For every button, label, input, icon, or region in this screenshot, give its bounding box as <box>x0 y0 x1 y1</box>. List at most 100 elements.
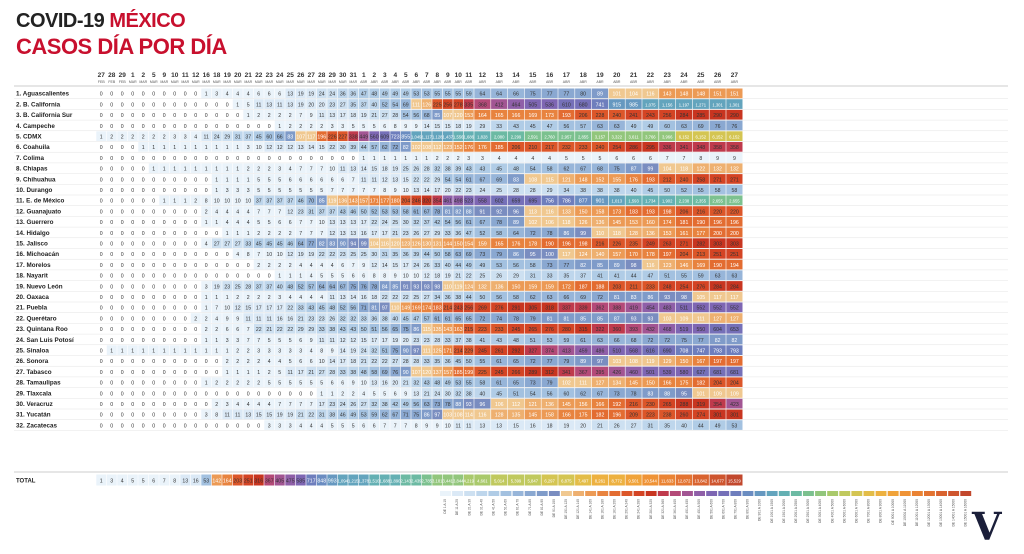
cell-value: 0 <box>184 92 187 98</box>
cell-value: 0 <box>194 263 197 269</box>
heatmap-cell <box>442 88 453 99</box>
cell-value: 240 <box>612 113 621 119</box>
state-label: 20. Oaxaca <box>16 294 49 301</box>
heatmap-cell <box>432 109 443 120</box>
date-month-label: MAR <box>265 80 273 84</box>
cell-value: 0 <box>247 124 250 130</box>
cell-value: 69 <box>382 370 388 376</box>
cell-value: 0 <box>236 274 239 280</box>
heatmap-cell <box>285 259 296 270</box>
heatmap-cell <box>169 163 180 174</box>
cell-value: 119 <box>646 359 654 365</box>
heatmap-cell <box>169 474 180 486</box>
cell-value: 123 <box>401 242 410 248</box>
cell-value: 0 <box>100 231 103 237</box>
cell-value: 1 <box>226 145 229 151</box>
heatmap-cell <box>400 345 411 355</box>
heatmap-cell <box>379 420 390 430</box>
heatmap-cell <box>337 313 348 323</box>
heatmap-cell <box>558 88 575 99</box>
cell-value: 5 <box>247 102 250 108</box>
heatmap-cell <box>692 291 709 302</box>
cell-value: 288 <box>680 402 689 408</box>
cell-value: 0 <box>142 274 145 280</box>
cell-value: 602 <box>495 199 504 205</box>
heatmap-cell <box>591 216 609 227</box>
cell-value: 6 <box>289 220 292 226</box>
cell-value: 62 <box>382 413 388 419</box>
cell-value: 54 <box>445 220 451 226</box>
cell-value: 18 <box>350 359 356 365</box>
legend-label: DE 11 A 20 <box>455 499 459 515</box>
cell-value: 7 <box>666 156 669 162</box>
heatmap-cell <box>243 323 254 334</box>
cell-value: 17 <box>361 220 367 226</box>
cell-value: 19 <box>392 167 398 173</box>
cell-value: 43 <box>340 209 346 215</box>
heatmap-cell <box>232 249 243 259</box>
cell-value: 5 <box>341 274 344 280</box>
cell-value: 4 <box>236 252 239 258</box>
cell-value: 0 <box>184 295 187 301</box>
heatmap-cell <box>659 142 676 152</box>
cell-value: 97 <box>413 349 419 355</box>
heatmap-cell <box>491 249 508 259</box>
cell-value: 11 <box>466 423 471 429</box>
cell-value: 150 <box>512 284 521 290</box>
cell-value: 5 <box>320 381 323 387</box>
cell-value: 550 <box>696 327 705 333</box>
cell-value: 0 <box>142 220 145 226</box>
cell-value: 271 <box>730 177 739 183</box>
cell-value: 22 <box>329 252 335 258</box>
heatmap-cell <box>337 398 348 409</box>
cell-value: 5 <box>362 124 365 130</box>
cell-value: 81 <box>547 316 553 322</box>
heatmap-cell <box>507 249 525 259</box>
heatmap-cell <box>453 302 464 313</box>
cell-value: 1 <box>205 381 208 387</box>
cell-value: 14 <box>340 349 346 355</box>
cell-value: 29 <box>308 327 314 333</box>
heatmap-cell <box>138 345 149 355</box>
heatmap-cell <box>709 281 726 291</box>
heatmap-cell <box>253 409 264 420</box>
cell-value: 116 <box>478 413 486 419</box>
heatmap-cell <box>222 163 233 174</box>
cell-value: 156 <box>579 402 588 408</box>
cell-value: 45 <box>648 188 654 194</box>
heatmap-cell <box>243 334 254 345</box>
cell-value: 69 <box>580 295 586 301</box>
state-label: 25. Sinaloa <box>16 348 49 355</box>
heatmap-cell <box>379 259 390 270</box>
cell-value: 282 <box>696 242 705 248</box>
cell-value: 56 <box>413 402 419 408</box>
cell-value: 0 <box>131 284 134 290</box>
cell-value: 585 <box>296 479 305 485</box>
heatmap-cell <box>201 195 212 206</box>
heatmap-cell <box>337 206 348 216</box>
heatmap-cell <box>608 270 625 281</box>
heatmap-cell <box>390 152 401 163</box>
cell-value: 5 <box>278 338 281 344</box>
heatmap-cell <box>421 163 432 174</box>
cell-value: 85 <box>319 199 325 205</box>
cell-value: 63 <box>547 295 553 301</box>
cell-value: 22 <box>308 413 314 419</box>
heatmap-cell <box>379 120 390 131</box>
heatmap-cell <box>625 388 642 398</box>
heatmap-cell <box>253 227 264 238</box>
heatmap-cell <box>709 195 726 206</box>
cell-value: 145 <box>528 413 537 419</box>
cell-value: 15 <box>266 413 272 419</box>
cell-value: 110 <box>596 231 604 237</box>
heatmap-cell <box>295 474 306 486</box>
cell-value: 153 <box>629 220 638 226</box>
cell-value: 0 <box>142 209 145 215</box>
date-month-label: ABR <box>697 80 705 84</box>
cell-value: 7 <box>352 188 355 194</box>
heatmap-cell <box>659 302 676 313</box>
heatmap-cell <box>232 227 243 238</box>
cell-value: 211 <box>629 284 637 290</box>
heatmap-cell <box>453 356 464 366</box>
heatmap-cell <box>243 474 254 486</box>
